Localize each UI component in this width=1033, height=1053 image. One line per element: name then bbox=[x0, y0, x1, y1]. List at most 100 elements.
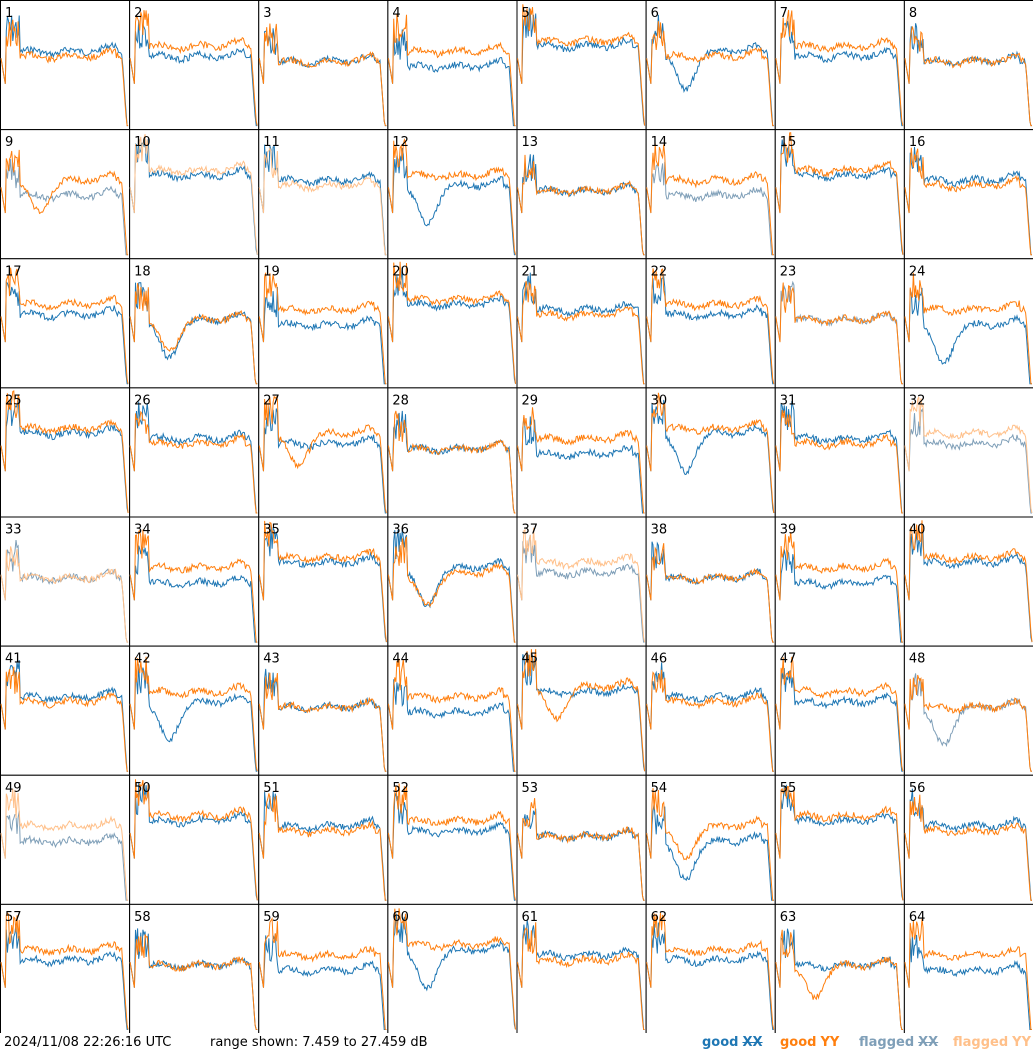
xx-trace bbox=[387, 793, 516, 901]
xx-trace bbox=[258, 933, 387, 1030]
legend-flagged-yy-pol: YY bbox=[1012, 1035, 1031, 1050]
yy-trace bbox=[258, 23, 387, 127]
yy-trace bbox=[646, 543, 774, 643]
legend-good-xx-label: good bbox=[702, 1035, 739, 1050]
panel-label: 8 bbox=[909, 6, 917, 21]
panel-label: 24 bbox=[909, 264, 926, 279]
yy-trace bbox=[775, 410, 903, 514]
xx-trace bbox=[0, 923, 129, 1030]
panel-4: 4 bbox=[387, 0, 518, 131]
xx-trace bbox=[775, 668, 903, 772]
panel-frame bbox=[774, 903, 905, 1033]
yy-trace bbox=[0, 546, 129, 643]
yy-trace bbox=[775, 132, 904, 255]
xx-trace bbox=[904, 407, 1032, 514]
panel-frame bbox=[387, 258, 518, 389]
yy-trace bbox=[387, 536, 516, 643]
panel-frame bbox=[258, 129, 389, 260]
yy-trace bbox=[904, 147, 1032, 256]
xx-trace bbox=[258, 526, 387, 643]
panel-label: 52 bbox=[392, 781, 409, 796]
panel-label: 6 bbox=[651, 6, 659, 21]
yy-trace bbox=[517, 922, 645, 1030]
yy-trace bbox=[646, 788, 774, 901]
yy-trace bbox=[0, 267, 129, 384]
panel-frame bbox=[903, 774, 1033, 905]
xx-trace bbox=[0, 660, 129, 772]
yy-trace bbox=[387, 410, 516, 514]
panel-frame bbox=[387, 903, 518, 1033]
xx-trace bbox=[904, 934, 1032, 1030]
panel-27: 27 bbox=[258, 387, 389, 518]
xx-trace bbox=[904, 673, 1032, 772]
panel-6: 6 bbox=[645, 0, 776, 131]
panel-frame bbox=[645, 516, 776, 647]
panel-label: 17 bbox=[5, 264, 22, 279]
panel-frame bbox=[258, 645, 389, 776]
panel-label: 60 bbox=[392, 910, 409, 925]
yy-trace bbox=[904, 520, 1033, 643]
yy-trace bbox=[646, 143, 774, 256]
panel-label: 11 bbox=[263, 135, 280, 150]
xx-trace bbox=[0, 540, 129, 643]
xx-trace bbox=[775, 784, 904, 901]
panel-label: 14 bbox=[651, 135, 668, 150]
panel-33: 33 bbox=[0, 516, 131, 647]
panel-label: 51 bbox=[263, 781, 280, 796]
yy-trace bbox=[0, 390, 129, 514]
panel-8: 8 bbox=[903, 0, 1033, 131]
panel-label: 19 bbox=[263, 264, 280, 279]
panel-frame bbox=[774, 129, 905, 260]
xx-trace bbox=[646, 161, 774, 256]
xx-trace bbox=[775, 549, 903, 643]
panel-38: 38 bbox=[645, 516, 776, 647]
panel-19: 19 bbox=[258, 258, 389, 389]
xx-trace bbox=[517, 534, 645, 643]
panel-label: 55 bbox=[780, 781, 797, 796]
xx-trace bbox=[387, 529, 516, 643]
panel-label: 21 bbox=[522, 264, 539, 279]
panel-label: 18 bbox=[134, 264, 151, 279]
panel-20: 20 bbox=[387, 258, 518, 389]
legend-good-xx-pol: XX bbox=[742, 1035, 763, 1050]
panel-label: 54 bbox=[651, 781, 668, 796]
panel-label: 39 bbox=[780, 523, 797, 538]
xx-trace bbox=[387, 679, 516, 772]
panel-frame bbox=[0, 645, 131, 776]
panel-25: 25 bbox=[0, 387, 131, 518]
panel-label: 1 bbox=[5, 6, 13, 21]
xx-trace bbox=[129, 545, 258, 643]
panel-frame bbox=[0, 258, 131, 389]
panel-label: 36 bbox=[392, 523, 409, 538]
panel-62: 62 bbox=[645, 903, 776, 1033]
xx-trace bbox=[646, 803, 774, 901]
yy-trace bbox=[904, 674, 1032, 772]
panel-54: 54 bbox=[645, 774, 776, 905]
yy-trace bbox=[129, 133, 258, 255]
legend-flagged-xx-label: flagged bbox=[859, 1035, 915, 1050]
panel-49: 49 bbox=[0, 774, 131, 905]
yy-trace bbox=[775, 532, 903, 643]
yy-trace bbox=[129, 10, 258, 126]
panel-57: 57 bbox=[0, 903, 131, 1033]
xx-trace bbox=[0, 810, 129, 901]
xx-trace bbox=[904, 531, 1033, 643]
panel-label: 62 bbox=[651, 910, 668, 925]
xx-trace bbox=[258, 791, 387, 901]
yy-trace bbox=[129, 529, 258, 643]
xx-trace bbox=[129, 664, 258, 772]
legend-good-yy-label: good bbox=[780, 1035, 817, 1050]
panel-label: 26 bbox=[134, 393, 151, 408]
panel-label: 34 bbox=[134, 523, 151, 538]
yy-trace bbox=[775, 785, 904, 901]
panel-frame bbox=[903, 0, 1033, 131]
yy-trace bbox=[775, 929, 903, 1030]
panel-frame bbox=[129, 387, 260, 518]
yy-trace bbox=[0, 788, 129, 901]
panel-label: 5 bbox=[522, 6, 530, 21]
yy-trace bbox=[517, 798, 645, 901]
panel-label: 29 bbox=[522, 393, 539, 408]
xx-trace bbox=[258, 286, 387, 385]
